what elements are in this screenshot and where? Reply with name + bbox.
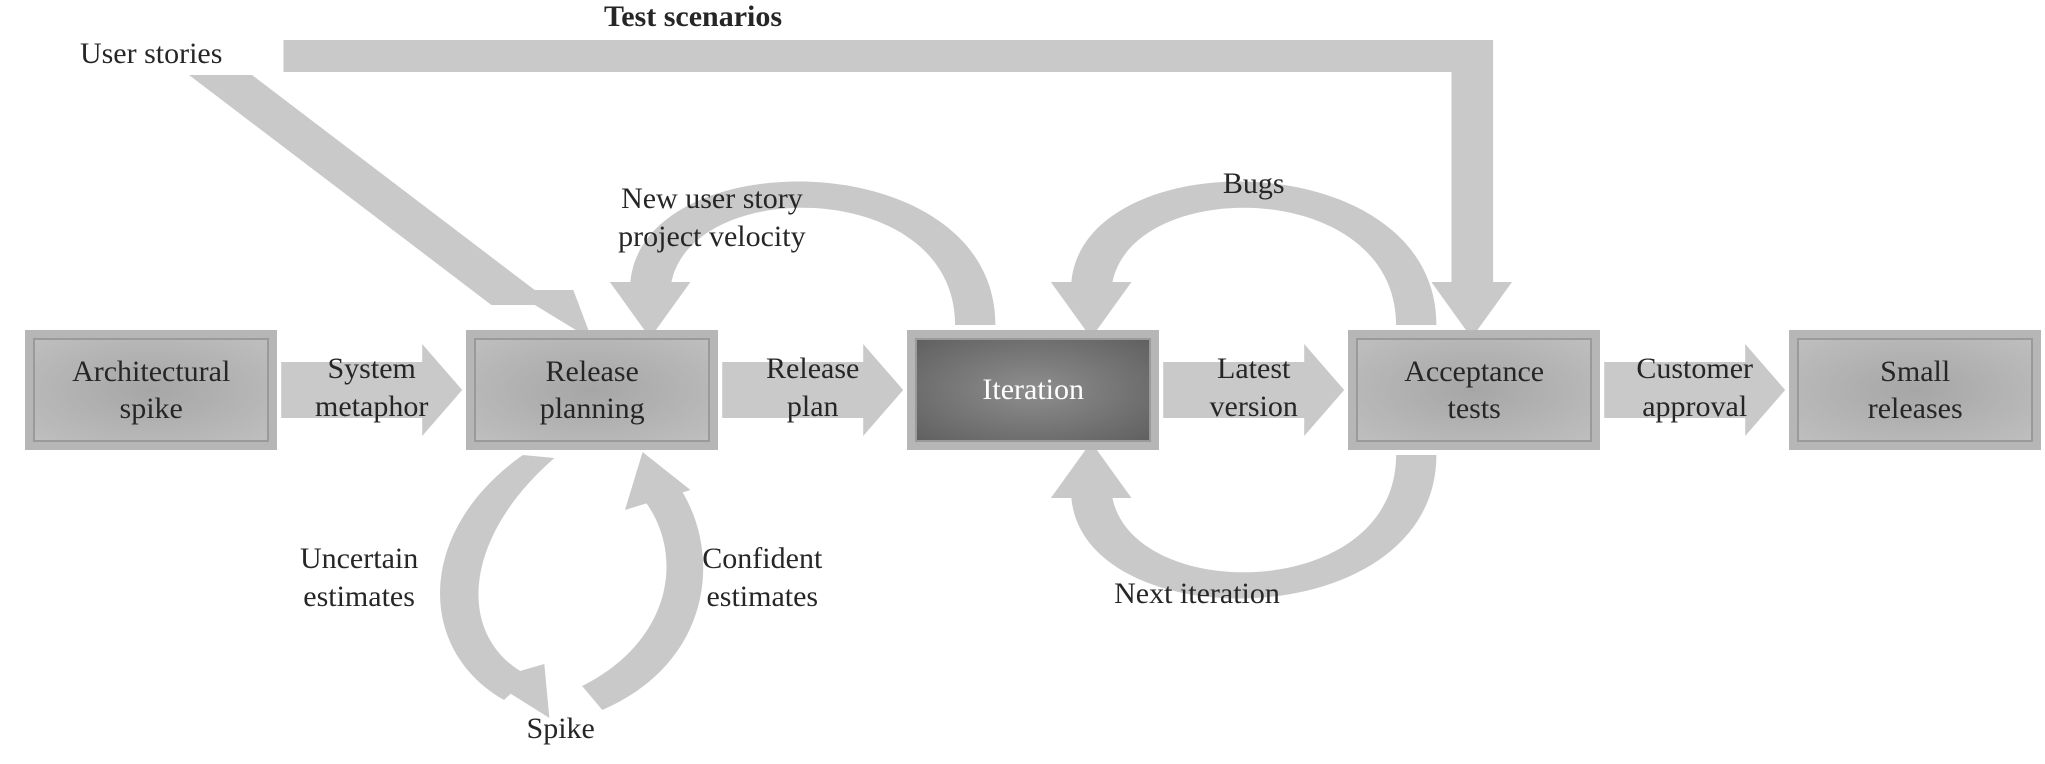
- flowchart-stage: Systemmetaphor Releaseplan Latestversion Cu…: [0, 0, 2045, 764]
- edge-label-rel_plan-iteration: Releaseplan: [703, 350, 923, 425]
- node-arch_spike: Architecturalspike: [25, 330, 277, 450]
- label-test_scenarios: Test scenarios: [563, 0, 823, 36]
- node-iteration: Iteration: [907, 330, 1159, 450]
- node-label-accept: Acceptancetests: [1404, 353, 1544, 428]
- edge-label-iteration-accept: Latestversion: [1144, 350, 1364, 425]
- label-user_stories: User stories: [41, 35, 261, 73]
- arrowhead-next_iteration_arrow: [1051, 442, 1132, 498]
- node-label-small_rel: Smallreleases: [1868, 353, 1963, 428]
- node-accept: Acceptancetests: [1348, 330, 1600, 450]
- node-label-rel_plan: Releaseplanning: [540, 353, 645, 428]
- edge-label-accept-small_rel: Customerapproval: [1585, 350, 1805, 425]
- label-next_iter: Next iteration: [1087, 575, 1307, 613]
- label-bugs: Bugs: [1154, 165, 1354, 203]
- node-label-iteration: Iteration: [982, 371, 1084, 409]
- node-label-arch_spike: Architecturalspike: [72, 353, 230, 428]
- label-spike: Spike: [491, 710, 631, 748]
- arrow-user_stories_arrow: [189, 75, 554, 305]
- edge-label-arch_spike-rel_plan: Systemmetaphor: [262, 350, 482, 425]
- node-small_rel: Smallreleases: [1789, 330, 2041, 450]
- label-uncertain: Uncertainestimates: [259, 540, 459, 615]
- label-new_story_vel: New user storyproject velocity: [582, 180, 842, 255]
- label-confident: Confidentestimates: [662, 540, 862, 615]
- node-rel_plan: Releaseplanning: [466, 330, 718, 450]
- arrow-bugs_loop: [1071, 182, 1436, 325]
